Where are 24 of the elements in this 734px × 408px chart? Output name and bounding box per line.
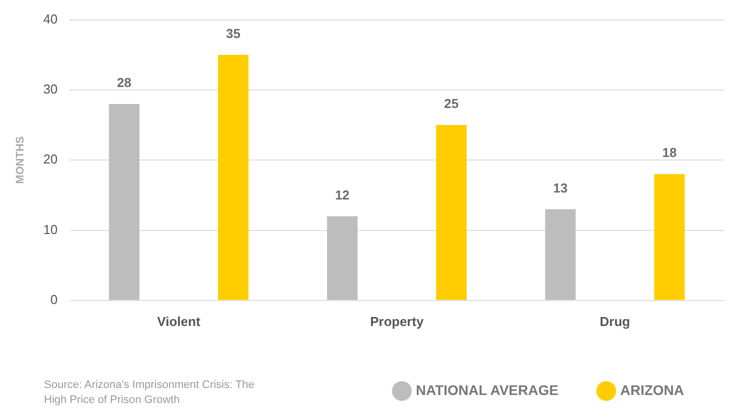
legend-label: ARIZONA: [620, 382, 684, 398]
bar: [436, 125, 467, 300]
legend-label: NATIONAL AVERAGE: [416, 382, 558, 398]
y-tick-label: 40: [43, 11, 58, 26]
x-tick-label: Drug: [600, 314, 630, 329]
data-label: 25: [444, 96, 459, 112]
data-label: 18: [662, 145, 677, 160]
bar: [218, 54, 249, 300]
data-label: 35: [226, 26, 240, 41]
bar: [654, 174, 685, 300]
y-tick-label: 0: [50, 292, 58, 307]
y-tick-label: 20: [43, 152, 58, 167]
bar: [327, 216, 358, 300]
x-tick-label: Violent: [157, 314, 201, 329]
data-label: 13: [553, 180, 568, 196]
bar: [545, 209, 576, 300]
source-note: Source: Arizona's Imprisonment Crisis: The High Price of Prison Growth: [44, 379, 254, 406]
data-label: 12: [335, 187, 350, 202]
y-tick-label: 30: [43, 82, 58, 97]
y-tick-label: 10: [43, 222, 58, 237]
bar: [108, 104, 140, 300]
data-label: 28: [116, 75, 132, 90]
x-tick-label: Property: [370, 314, 424, 329]
y-axis-title: MONTHS: [14, 136, 27, 184]
